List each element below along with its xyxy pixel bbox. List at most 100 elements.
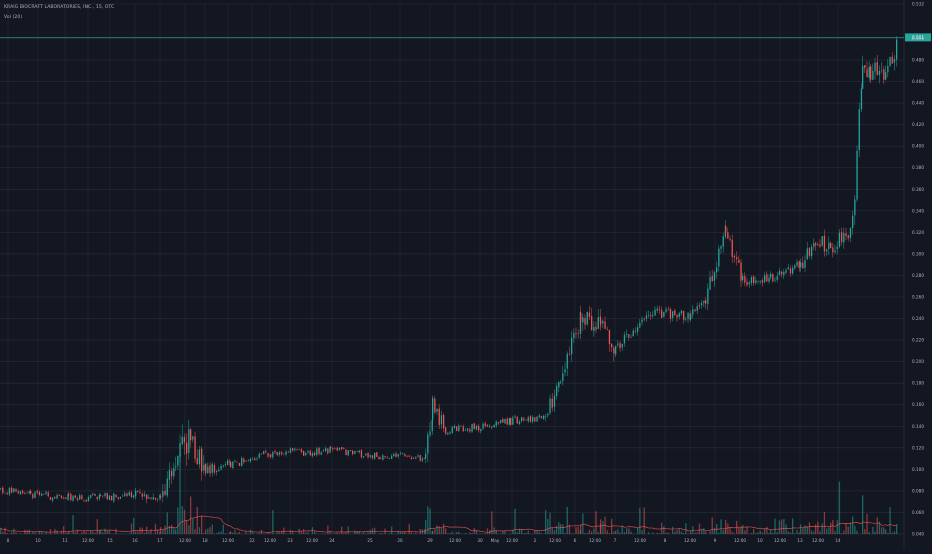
candle-body [489,426,490,427]
volume-bar [697,532,698,534]
candle-body [79,495,80,499]
candle-body [290,448,291,452]
volume-bar [705,531,706,534]
volume-bar [714,528,715,534]
candle-body [88,497,89,501]
volume-bar [61,531,62,534]
candle-body [41,494,42,496]
candle-body [637,327,638,331]
candle-body [139,492,140,493]
volume-bar [102,532,103,534]
candle-body [29,491,30,493]
volume-bar [718,533,719,534]
candle-body [504,419,505,423]
x-tick-label: 12:00 [222,538,234,543]
volume-bar [528,531,529,534]
candle-body [155,498,156,499]
candle-body [365,454,366,455]
candle-body [709,277,710,289]
candle-body [866,69,867,77]
candle-body [20,491,21,494]
candle-body [387,457,388,458]
candle-body [107,493,108,499]
x-tick-label: 15 [107,538,113,543]
candle-body [194,436,195,458]
volume-bar [218,532,219,534]
volume-bar [892,533,893,534]
volume-bar [834,531,835,534]
candle-body [652,315,653,316]
volume-bar [30,533,31,534]
volume-bar [157,530,158,534]
volume-bar [641,530,642,534]
volume-bar [86,532,87,534]
x-tick-label: 8 [7,538,10,543]
candle-body [768,278,769,282]
candle-body [113,494,114,502]
candle-body [676,315,677,317]
volume-bar [676,530,677,534]
candle-body [841,232,842,242]
volume-bar [7,533,8,534]
x-tick-label: 22 [249,538,255,543]
volume-bar [552,528,553,534]
volume-bar [230,531,231,534]
volume-bar [339,533,340,534]
candle-body [441,415,442,424]
candle-body [92,494,93,495]
candle-body [171,471,172,477]
y-tick-label: 0.420 [912,122,924,127]
volume-bar [26,530,27,534]
candle-body [197,458,198,464]
candle-body [817,244,818,245]
candle-body [872,71,873,80]
candle-body [541,416,542,418]
volume-bar [225,533,226,534]
candle-body [372,455,373,458]
candle-body [37,491,38,492]
candle-body [177,456,178,466]
volume-bar [129,533,130,534]
candle-body [318,448,319,454]
candle-body [395,453,396,456]
volume-bar [502,531,503,534]
volume-bar [197,507,198,534]
candle-body [337,448,338,451]
x-tick-label: 12:00 [549,538,561,543]
y-tick-label: 0.120 [912,445,924,450]
candle-body [237,462,238,463]
candle-body [807,248,808,259]
candle-body [120,497,121,499]
candle-body [617,344,618,345]
x-tick-label: 17 [157,538,163,543]
candle-body [834,250,835,252]
volume-bar [135,532,136,534]
x-tick-label: 12:00 [306,538,318,543]
candle-body [877,62,878,75]
candle-body [500,420,501,423]
candle-body [109,496,110,500]
x-tick-label: 12:00 [449,538,461,543]
candle-body [856,151,857,200]
volume-bar [822,523,823,534]
candle-body [575,333,576,334]
candle-body [104,493,105,495]
volume-bar [186,521,187,534]
candle-body [493,425,494,428]
candle-body [485,423,486,426]
candle-body [124,493,125,496]
volume-bar [615,531,616,534]
candle-body [469,429,470,431]
y-tick-label: 0.340 [912,208,924,213]
candle-body [413,458,414,459]
volume-indicator-label[interactable]: Vol (20) [4,15,22,20]
candle-body [0,488,1,489]
volume-bar [681,531,682,534]
candle-body [301,449,302,452]
candle-body [398,454,399,456]
volume-bar [94,533,95,534]
candle-body [167,479,168,496]
candle-body [443,415,444,428]
